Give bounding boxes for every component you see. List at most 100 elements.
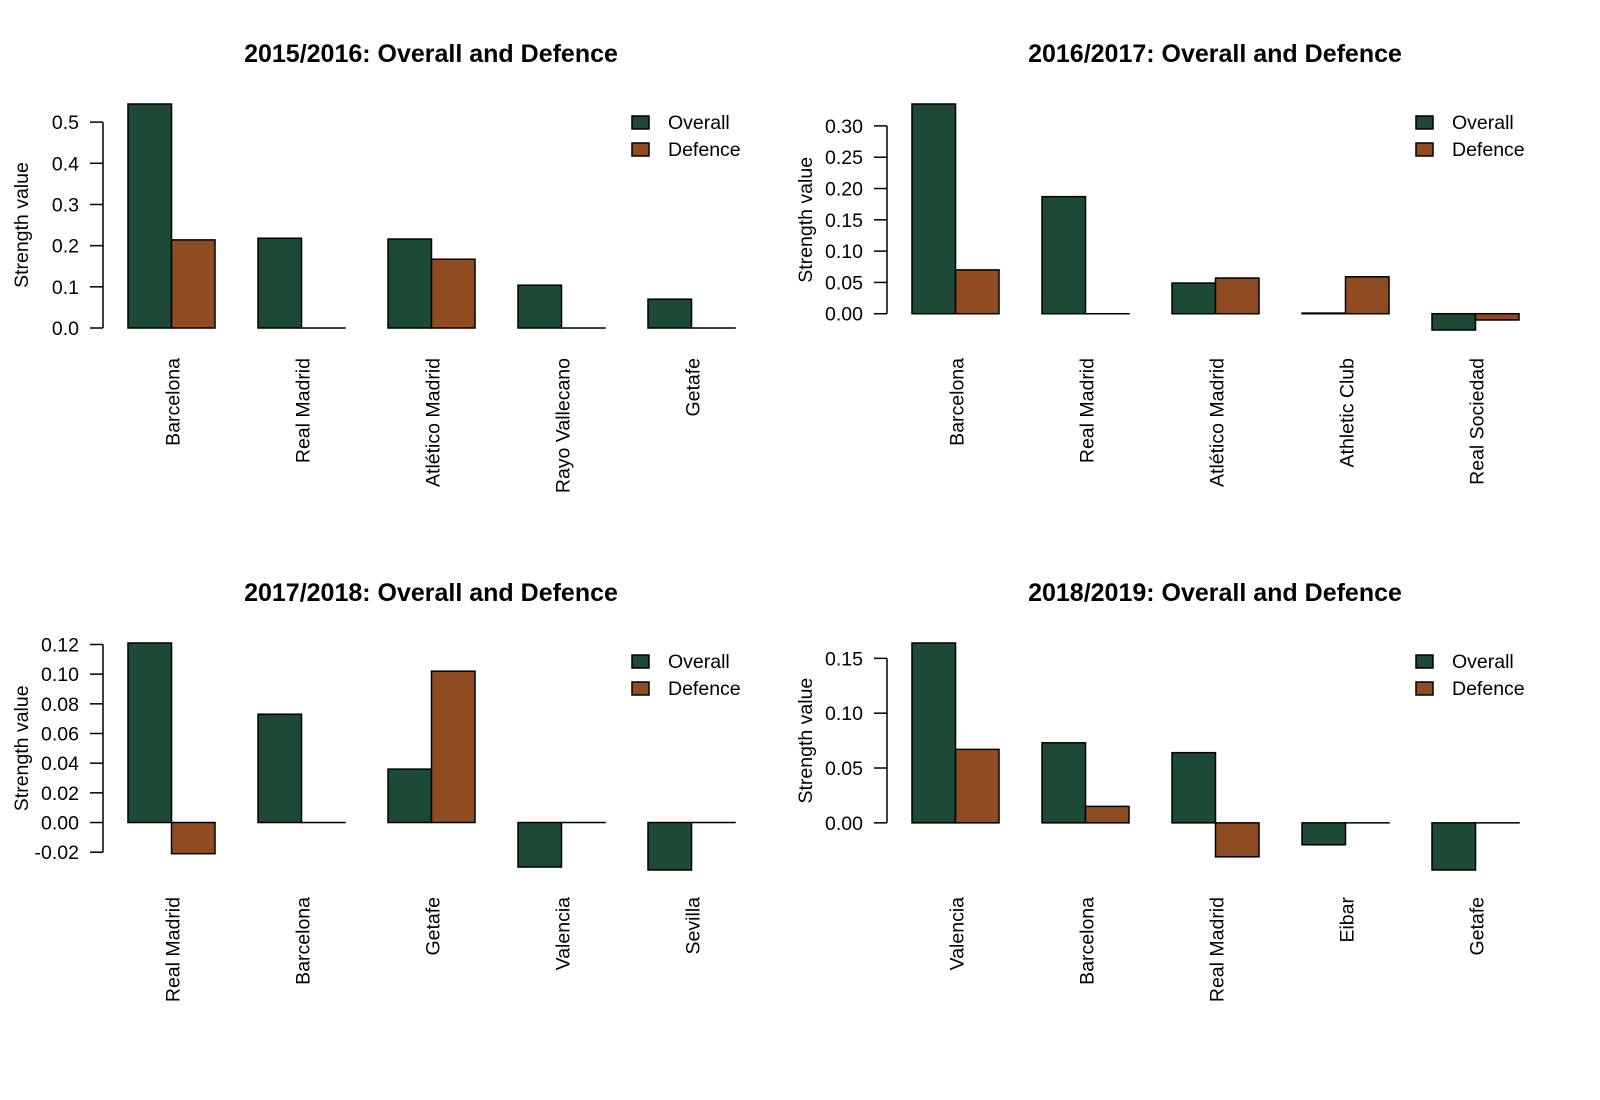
legend-label-defence: Defence [1452, 139, 1525, 161]
legend-label-defence: Defence [1452, 678, 1525, 700]
x-tick-label: Atlético Madrid [1207, 358, 1229, 487]
y-tick-label: 0.30 [825, 116, 863, 138]
y-tick-label: 0.12 [41, 634, 79, 656]
bar-overall-real-madrid [1041, 195, 1087, 315]
panel-2016-2017: 2016/2017: Overall and Defence 0.00 0.05 0.… [795, 40, 1525, 487]
y-tick-label: 0.3 [52, 194, 79, 216]
y-axis-label: Strength value [795, 157, 817, 283]
bar-overall-barcelona [127, 103, 173, 329]
bar-defence-barcelona [1084, 805, 1130, 824]
x-tick-label: Rayo Vallecano [553, 358, 575, 493]
legend-label-overall: Overall [1452, 651, 1514, 673]
x-tick-label: Eibar [1337, 897, 1359, 943]
bar-overall-getafe [387, 768, 433, 824]
legend-label-defence: Defence [668, 678, 741, 700]
bar-overall-sevilla [647, 821, 693, 871]
bar-overall-real-madrid [127, 642, 173, 824]
bar-overall-barcelona [911, 103, 957, 315]
bar-overall-valencia [517, 821, 563, 868]
chart-title: 2015/2016: Overall and Defence [244, 40, 618, 68]
x-tick-label: Getafe [683, 358, 705, 417]
x-tick-label: Barcelona [947, 358, 969, 446]
bar-defence-barcelona [954, 269, 1000, 315]
y-tick-label: 0.02 [41, 783, 79, 805]
x-tick-label: Barcelona [293, 897, 315, 985]
legend-label-overall: Overall [668, 651, 730, 673]
y-axis-label: Strength value [11, 685, 33, 811]
panel-2017-2018: 2017/2018: Overall and Defence -0.02 0.00 0… [11, 579, 741, 1002]
y-tick-label: 0.10 [825, 703, 863, 725]
y-tick-label: 0.15 [825, 210, 863, 232]
y-tick-label: 0.05 [825, 758, 863, 780]
y-tick-label: 0.04 [41, 753, 79, 775]
bar-defence-athletic-club [1344, 276, 1390, 315]
y-tick-label: 0.20 [825, 179, 863, 201]
y-tick-label: 0.05 [825, 272, 863, 294]
bar-defence-real-sociedad [1474, 312, 1520, 321]
panel-2015-2016: 2015/2016: Overall and Defence 0.0 0.1 0.2 0… [11, 40, 741, 493]
bar-overall-real-sociedad [1431, 312, 1477, 331]
bar-overall-barcelona [1041, 742, 1087, 824]
chart-title: 2016/2017: Overall and Defence [1028, 40, 1402, 68]
y-tick-label: 0.10 [825, 241, 863, 263]
y-tick-label: 0.00 [825, 813, 863, 835]
y-tick-label: 0.4 [52, 153, 79, 175]
x-tick-label: Athletic Club [1337, 358, 1359, 468]
legend-label-defence: Defence [668, 139, 741, 161]
y-tick-label: -0.02 [35, 842, 79, 864]
y-tick-label: 0.00 [825, 304, 863, 326]
bar-defence-valencia [954, 748, 1000, 824]
legend-label-overall: Overall [1452, 112, 1514, 134]
x-tick-label: Barcelona [163, 358, 185, 446]
legend-swatch-overall [1415, 115, 1434, 130]
y-axis-label: Strength value [11, 162, 33, 288]
x-tick-label: Valencia [553, 897, 575, 971]
x-tick-label: Sevilla [683, 897, 705, 955]
legend-swatch-defence [1415, 142, 1434, 157]
bar-overall-valencia [911, 642, 957, 824]
chart-title: 2017/2018: Overall and Defence [244, 579, 618, 607]
x-tick-label: Getafe [423, 897, 445, 956]
bar-defence-real-madrid [1214, 822, 1260, 858]
bar-overall-rayo-vallecano [517, 284, 563, 329]
legend-swatch-overall [1415, 654, 1434, 669]
bar-defence-real-madrid [170, 821, 216, 855]
y-tick-label: 0.1 [52, 277, 79, 299]
x-tick-label: Real Sociedad [1467, 358, 1489, 485]
bar-overall-getafe [647, 298, 693, 329]
x-tick-label: Getafe [1467, 897, 1489, 956]
chart-title: 2018/2019: Overall and Defence [1028, 579, 1402, 607]
y-tick-label: 0.06 [41, 724, 79, 746]
panel-2018-2019: 2018/2019: Overall and Defence 0.00 0.05 0.… [795, 579, 1525, 1002]
bar-overall-barcelona [257, 713, 303, 824]
y-tick-label: 0.15 [825, 648, 863, 670]
bar-overall-eibar [1301, 822, 1347, 846]
bar-overall-atletico-madrid [387, 238, 433, 329]
x-tick-label: Real Madrid [1077, 358, 1099, 463]
x-tick-label: Real Madrid [293, 358, 315, 463]
legend-swatch-overall [631, 115, 650, 130]
x-tick-label: Real Madrid [163, 897, 185, 1002]
legend-swatch-overall [631, 654, 650, 669]
bar-overall-real-madrid [1171, 751, 1217, 824]
y-tick-label: 0.5 [52, 112, 79, 134]
y-tick-label: 0.00 [41, 813, 79, 835]
bar-overall-atletico-madrid [1171, 282, 1217, 315]
legend-label-overall: Overall [668, 112, 730, 134]
y-axis-label: Strength value [795, 678, 817, 804]
y-tick-label: 0.25 [825, 147, 863, 169]
bar-overall-getafe [1431, 822, 1477, 871]
bar-defence-getafe [430, 670, 476, 824]
bar-defence-atletico-madrid [1214, 277, 1260, 315]
legend-swatch-defence [1415, 681, 1434, 696]
y-tick-label: 0.2 [52, 236, 79, 258]
x-tick-label: Real Madrid [1207, 897, 1229, 1002]
x-tick-label: Barcelona [1077, 897, 1099, 985]
y-tick-label: 0.08 [41, 694, 79, 716]
bar-defence-barcelona [170, 239, 216, 329]
legend-swatch-defence [631, 142, 650, 157]
y-tick-label: 0.10 [41, 664, 79, 686]
x-tick-label: Atlético Madrid [423, 358, 445, 487]
x-tick-label: Valencia [947, 897, 969, 971]
